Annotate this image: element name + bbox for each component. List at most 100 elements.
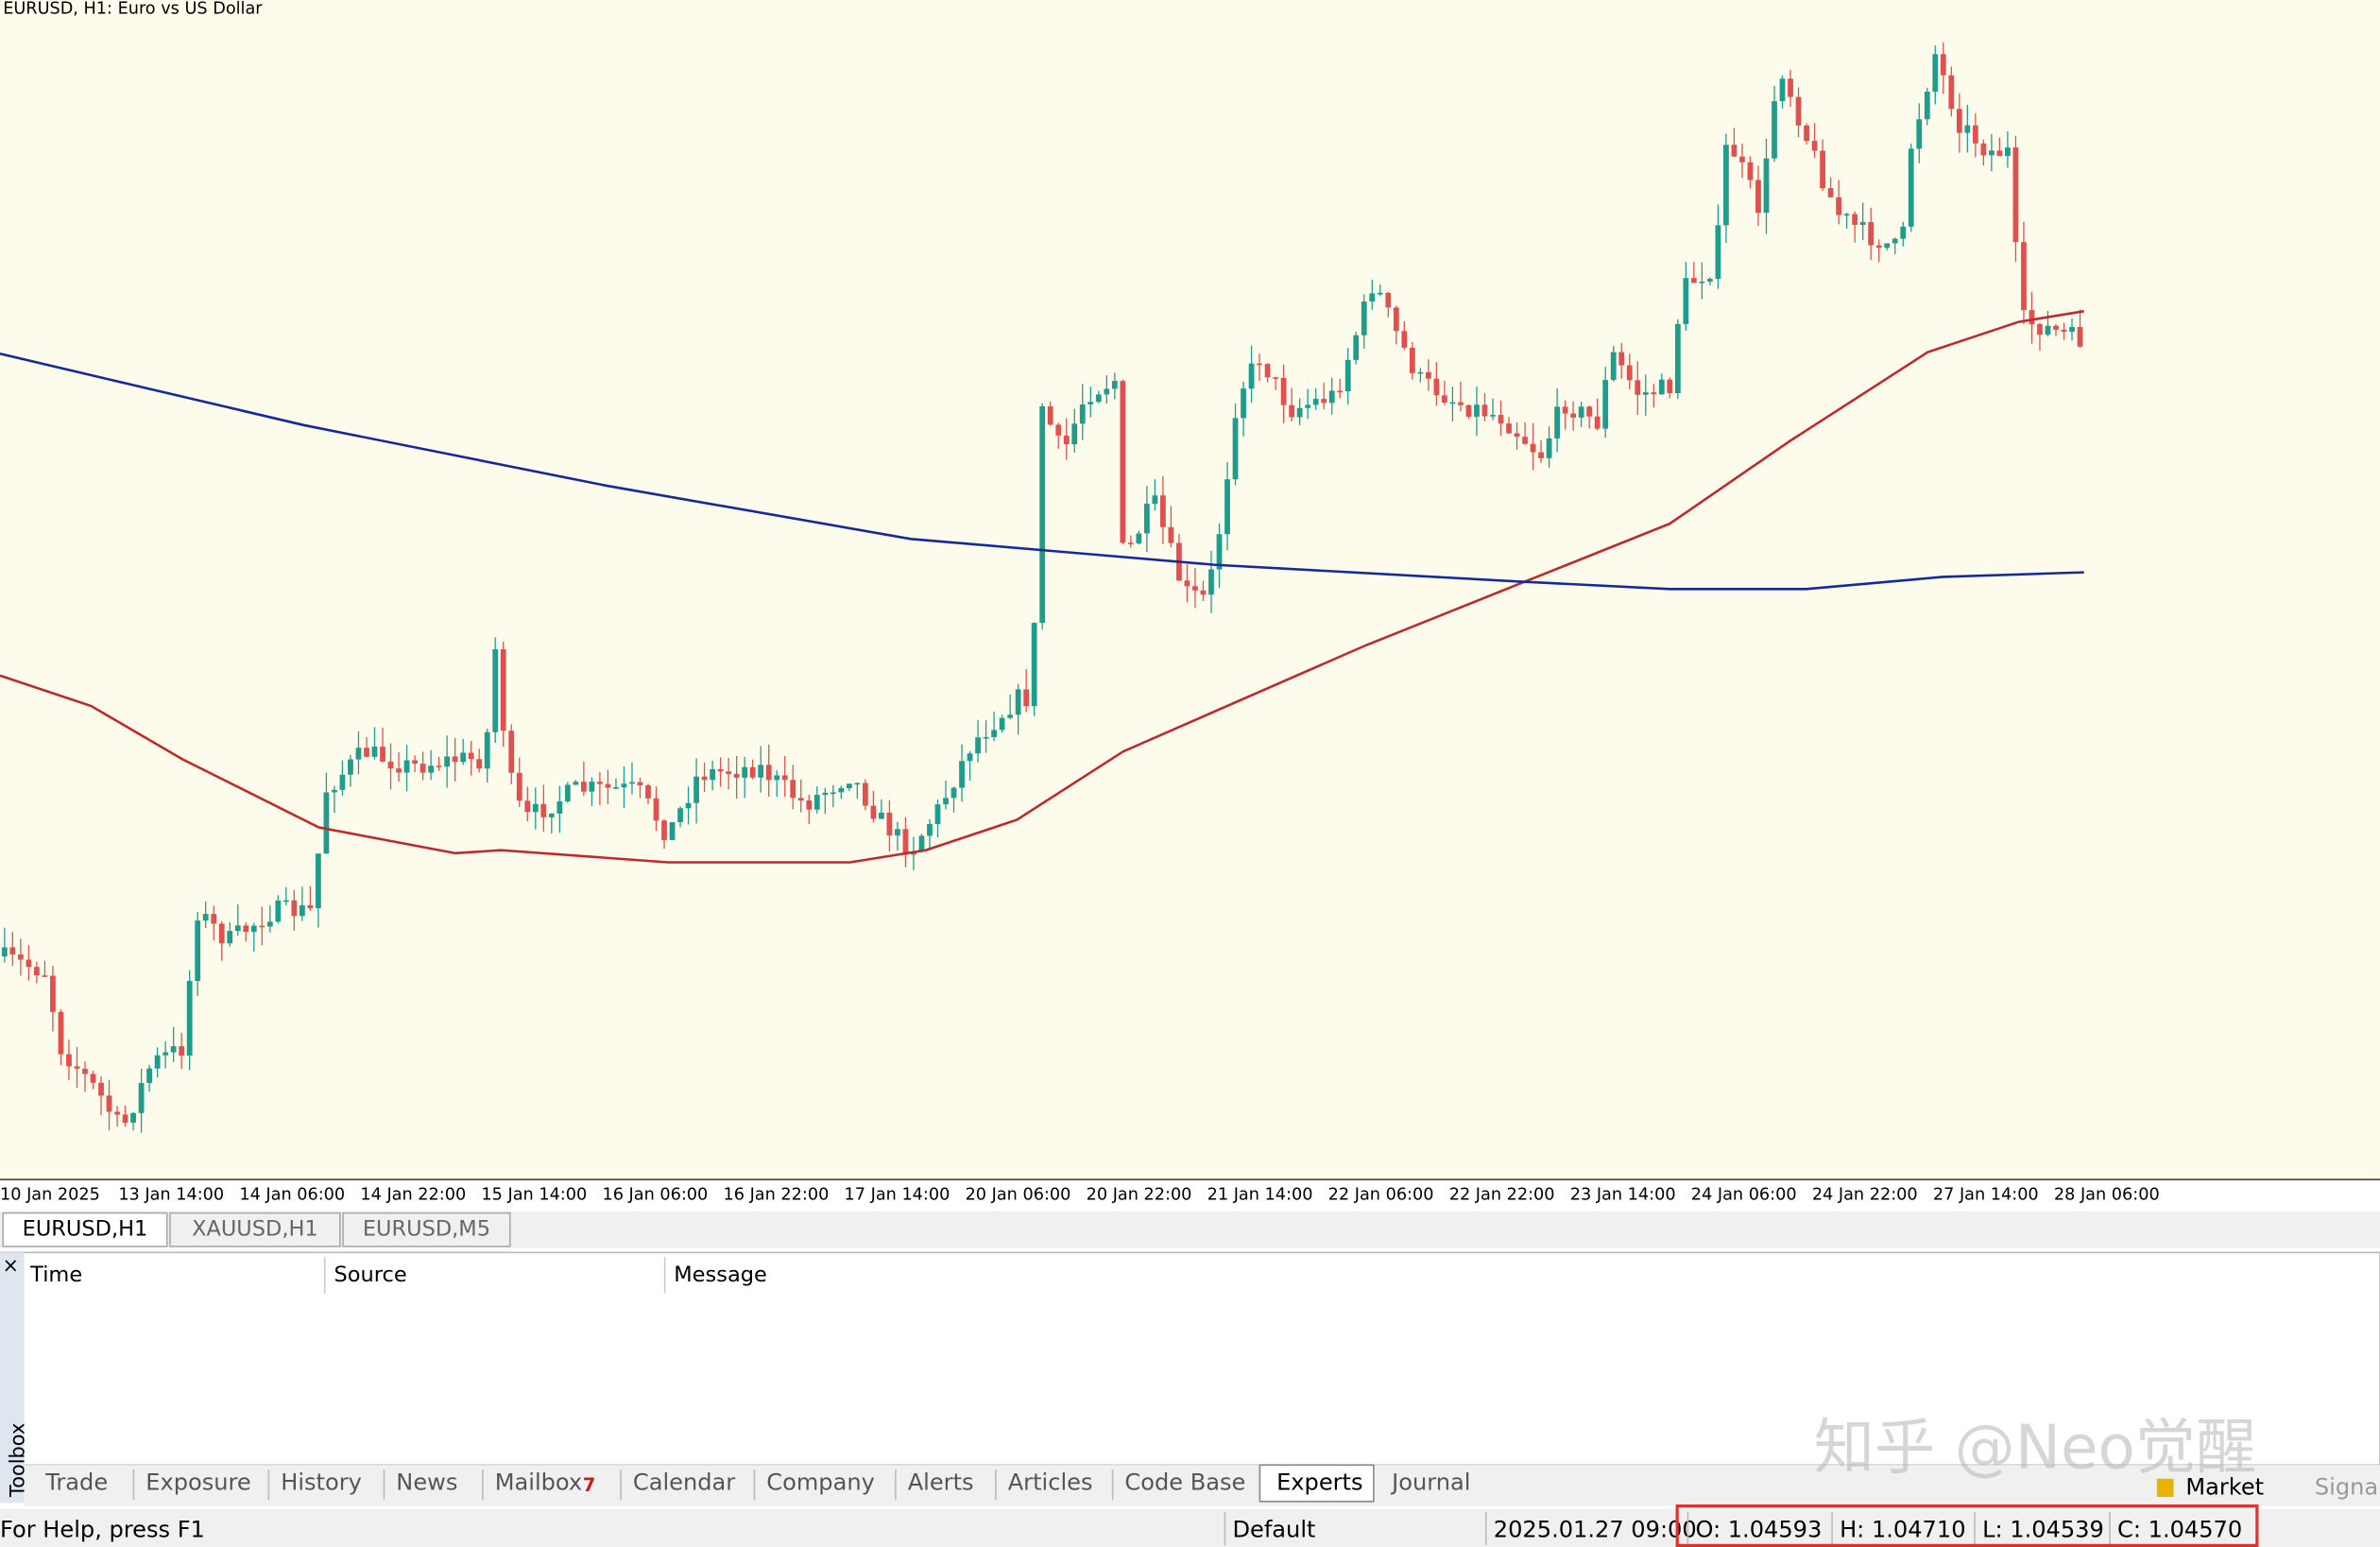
candle-body — [822, 792, 829, 796]
candle-body — [58, 1011, 64, 1055]
candle-body — [1200, 590, 1207, 595]
candle-body — [1490, 415, 1496, 417]
watermark: 知乎 @Neo觉醒 — [1814, 1412, 2257, 1483]
candle-body — [211, 914, 217, 924]
candle-body — [1562, 406, 1568, 414]
status-high: H: 1.04710 — [1840, 1516, 1965, 1542]
candle-body — [436, 765, 442, 767]
chart-tab-label[interactable]: XAUUSD,H1 — [192, 1217, 318, 1242]
x-tick-label: 22 Jan 06:00 — [1328, 1185, 1434, 1204]
toolbox-tab[interactable]: News — [396, 1470, 457, 1496]
toolbox-tab[interactable]: History — [281, 1470, 362, 1496]
toolbox-tab[interactable]: Mailbox — [495, 1470, 582, 1496]
chart-tab[interactable] — [2, 1212, 168, 1247]
candle-body — [114, 1111, 120, 1115]
toolbox-tab[interactable]: Code Base — [1124, 1470, 1245, 1496]
x-tick-label: 17 Jan 14:00 — [845, 1185, 950, 1204]
toolbox-strip — [0, 1252, 25, 1504]
candle-body — [460, 752, 467, 763]
candle-body — [42, 975, 48, 977]
candle-body — [765, 765, 772, 781]
candle-body — [693, 776, 699, 803]
toolbox-tab[interactable]: Trade — [44, 1470, 108, 1496]
candle-body — [959, 761, 965, 788]
candle-body — [1257, 363, 1262, 366]
x-tick-label: 14 Jan 22:00 — [360, 1185, 466, 1204]
candle-body — [412, 760, 418, 765]
toolbox-close[interactable]: × — [3, 1254, 20, 1277]
candle-body — [380, 747, 385, 762]
candle-body — [1956, 109, 1962, 133]
toolbox-tab-bar — [24, 1465, 2380, 1506]
candle-body — [1280, 377, 1287, 405]
candle-body — [1160, 495, 1166, 527]
candle-body — [250, 925, 257, 933]
toolbox-tab[interactable]: Exposure — [146, 1470, 250, 1496]
candle-body — [154, 1055, 161, 1069]
candle-body — [943, 798, 949, 805]
candle-body — [1618, 352, 1625, 366]
candle-body — [1361, 301, 1367, 335]
candle-body — [1690, 278, 1697, 284]
candle-body — [1747, 162, 1754, 180]
candle-body — [1425, 371, 1431, 379]
candle-body — [9, 947, 16, 955]
candle-body — [492, 649, 499, 732]
candle-body — [1980, 143, 1987, 156]
candle-body — [1305, 404, 1311, 408]
candle-body — [2061, 329, 2067, 332]
right-tab[interactable]: Signal — [2315, 1473, 2380, 1500]
candle-body — [556, 801, 563, 814]
candle-body — [1586, 406, 1593, 417]
toolbox-panel — [0, 1251, 2380, 1467]
toolbox-tab[interactable]: Journal — [1390, 1470, 1470, 1496]
toolbox-tab[interactable]: Company — [766, 1470, 875, 1496]
candle-body — [733, 774, 740, 778]
toolbox-tab[interactable]: Experts — [1276, 1470, 1362, 1496]
candle-body — [428, 765, 434, 773]
candle-body — [1442, 395, 1447, 403]
candle-body — [781, 775, 788, 781]
toolbox-tab[interactable]: Alerts — [908, 1470, 974, 1496]
candle-body — [1755, 180, 1761, 214]
candle-body — [1377, 292, 1383, 295]
candle-body — [1433, 378, 1440, 396]
x-tick-label: 10 Jan 2025 — [0, 1185, 100, 1204]
candle-body — [1795, 96, 1802, 126]
x-axis-area — [0, 1179, 2380, 1212]
candle-body — [1184, 580, 1190, 587]
right-tab[interactable]: Market — [2185, 1473, 2264, 1500]
x-tick-label: 24 Jan 22:00 — [1812, 1185, 1918, 1204]
toolbox-tab[interactable]: Calendar — [633, 1470, 735, 1496]
chart-tab[interactable] — [169, 1212, 341, 1247]
candle-body — [1055, 424, 1062, 436]
x-tick-label: 20 Jan 06:00 — [966, 1185, 1071, 1204]
candle-body — [726, 771, 732, 775]
chart-tab-label[interactable]: EURUSD,M5 — [363, 1217, 490, 1242]
candle-body — [1820, 150, 1825, 189]
candle-body — [597, 782, 603, 784]
candle-body — [243, 925, 249, 933]
candle-body — [1602, 380, 1609, 429]
candle-body — [1264, 364, 1271, 378]
status-close: C: 1.04570 — [2117, 1516, 2242, 1542]
chart-tab[interactable] — [342, 1212, 511, 1247]
candle-body — [218, 923, 225, 944]
candle-body — [1369, 293, 1376, 301]
candle-body — [548, 813, 555, 817]
candle-body — [1514, 433, 1520, 438]
chart-tab-label[interactable]: EURUSD,H1 — [23, 1217, 148, 1242]
candle-body — [1321, 399, 1327, 404]
candle-body — [1940, 54, 1946, 76]
candle-body — [2021, 242, 2027, 311]
candle-body — [580, 782, 587, 792]
candle-body — [830, 792, 836, 795]
candle-body — [484, 731, 490, 769]
candles — [1, 42, 2083, 1133]
candle-body — [403, 760, 410, 773]
toolbox-tab[interactable]: Articles — [1008, 1470, 1093, 1496]
candle-body — [1635, 380, 1641, 395]
candle-body — [444, 756, 451, 767]
candle-body — [1458, 402, 1464, 405]
candle-body — [1772, 101, 1777, 159]
